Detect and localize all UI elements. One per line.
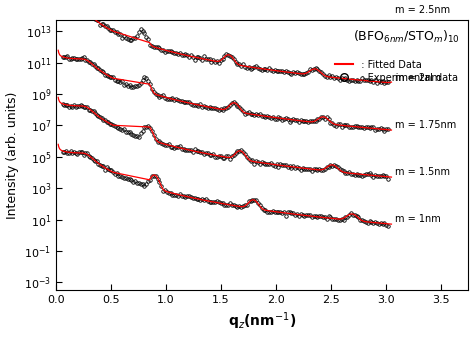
- Text: (BFO$_{6nm}$/STO$_{m}$)$_{10}$: (BFO$_{6nm}$/STO$_{m}$)$_{10}$: [354, 28, 460, 45]
- Text: m = 2.5nm: m = 2.5nm: [395, 5, 450, 15]
- Text: m = 1nm: m = 1nm: [395, 214, 440, 224]
- Y-axis label: Intensity (arb. units): Intensity (arb. units): [6, 92, 18, 219]
- Legend:   : Fitted Data,   : Experimental data: : Fitted Data, : Experimental data: [333, 58, 459, 84]
- Text: m = 2nm: m = 2nm: [395, 73, 441, 82]
- Text: m = 1.5nm: m = 1.5nm: [395, 167, 450, 177]
- X-axis label: q$_z$(nm$^{-1}$): q$_z$(nm$^{-1}$): [228, 311, 296, 333]
- Text: m = 1.75nm: m = 1.75nm: [395, 120, 456, 130]
